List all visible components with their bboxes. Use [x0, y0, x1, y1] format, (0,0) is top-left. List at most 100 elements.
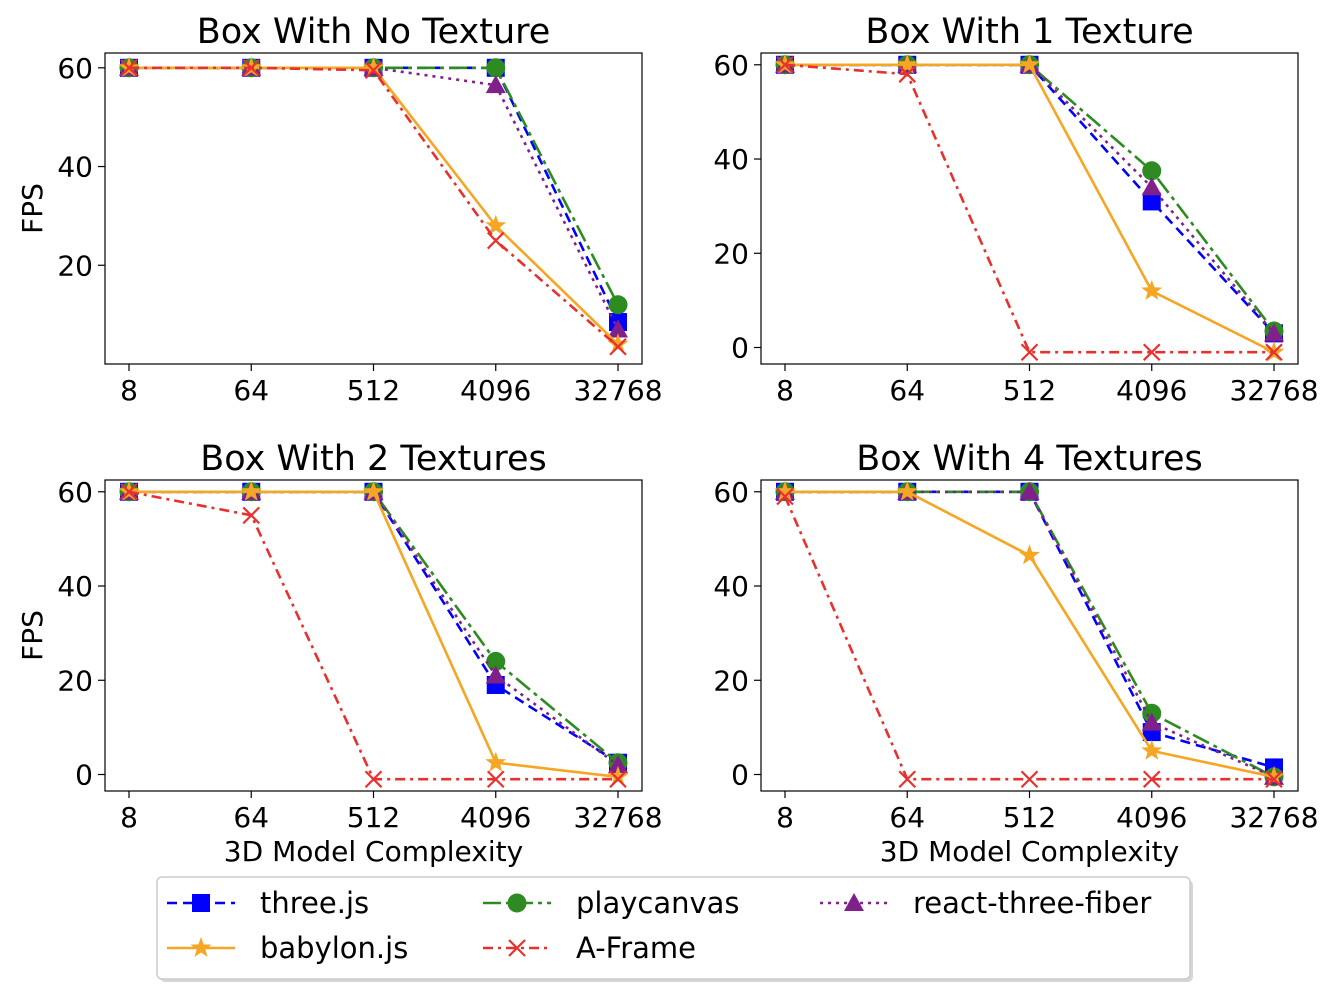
data-point	[242, 506, 261, 525]
legend: three.js playcanvas react-three-fiber babyl…	[156, 876, 1193, 982]
data-point	[896, 480, 918, 501]
x-tick-label: 8	[776, 374, 794, 407]
x-tick-label: 512	[1003, 801, 1056, 834]
series-line	[129, 66, 619, 348]
series-line	[785, 490, 1275, 779]
legend-entry: three.js	[167, 886, 369, 920]
y-axis-label: FPS	[16, 183, 49, 234]
chart-title: Box With 1 Texture	[865, 12, 1193, 52]
x-tick-label: 32768	[1229, 801, 1318, 834]
y-tick-label: 0	[731, 332, 749, 365]
series-babylon-js	[118, 56, 629, 354]
data-point	[1142, 343, 1161, 361]
data-point	[608, 319, 628, 338]
data-point	[240, 480, 262, 501]
legend-marker	[192, 894, 210, 912]
y-tick-label: 60	[57, 52, 93, 85]
y-tick-label: 0	[731, 759, 749, 792]
series-line	[129, 490, 619, 764]
data-point	[1141, 712, 1162, 731]
x-axis-label: 3D Model Complexity	[224, 835, 523, 868]
chart-panel-4: Box With 4 Textures 8 64 512 4096 32768 0 20 40 6…	[713, 439, 1318, 868]
data-point	[1141, 739, 1163, 760]
data-point	[1142, 192, 1161, 211]
plot-frame	[760, 479, 1299, 792]
data-point	[485, 751, 507, 772]
series-a-frame	[776, 487, 1283, 788]
series-a-frame	[776, 56, 1283, 361]
data-point	[485, 214, 507, 235]
legend-label: react-three-fiber	[913, 886, 1151, 920]
x-tick-label: 64	[233, 801, 269, 834]
chart-title: Box With No Texture	[197, 12, 551, 52]
data-point	[1265, 343, 1283, 361]
x-tick-label: 8	[120, 801, 138, 834]
data-point	[607, 765, 629, 786]
data-point	[485, 665, 506, 684]
data-point	[607, 333, 629, 354]
x-tick-label: 512	[1003, 374, 1056, 407]
data-point	[1142, 770, 1161, 788]
data-point	[1019, 544, 1040, 565]
data-point	[1141, 177, 1162, 196]
data-point	[1020, 770, 1039, 788]
plot-frame	[104, 52, 643, 365]
y-tick-label: 40	[713, 143, 749, 176]
y-tick-label: 40	[57, 570, 93, 603]
series-line	[783, 495, 1274, 781]
plot-frame	[104, 479, 643, 792]
data-point	[363, 56, 384, 77]
data-point	[1141, 280, 1163, 300]
data-point	[1264, 323, 1284, 342]
series-line	[129, 490, 619, 764]
plot-frame	[760, 52, 1299, 365]
series-babylon-js	[118, 480, 629, 786]
legend-entry: playcanvas	[483, 886, 740, 920]
x-tick-label: 4096	[1116, 801, 1187, 834]
legend-entry: react-three-fiber	[820, 886, 1151, 920]
data-point	[774, 480, 796, 501]
y-tick-label: 60	[57, 476, 93, 509]
data-point	[609, 337, 627, 356]
series-playcanvas	[119, 482, 628, 773]
x-tick-label: 4096	[1116, 374, 1187, 407]
chart-title: Box With 4 Textures	[856, 439, 1203, 479]
data-point	[898, 770, 917, 788]
series-react-three-fiber	[775, 54, 1284, 342]
legend-entry: babylon.js	[167, 931, 408, 965]
legend-marker	[844, 893, 864, 911]
y-tick-label: 20	[713, 664, 749, 697]
y-tick-label: 40	[713, 570, 749, 603]
x-tick-label: 64	[889, 801, 925, 834]
series-line	[129, 66, 620, 323]
x-tick-label: 32768	[1229, 374, 1318, 407]
legend-marker	[508, 939, 526, 957]
series-line	[129, 490, 619, 767]
data-point	[486, 770, 505, 788]
x-tick-label: 64	[233, 374, 269, 407]
series-line	[129, 66, 620, 306]
x-tick-label: 4096	[460, 374, 531, 407]
x-tick-label: 32768	[573, 801, 662, 834]
y-axis-label: FPS	[16, 610, 49, 661]
data-point	[364, 770, 383, 788]
y-tick-label: 20	[57, 249, 93, 282]
y-tick-label: 20	[713, 237, 749, 270]
legend-label: playcanvas	[576, 886, 740, 920]
series-playcanvas	[775, 482, 1284, 787]
data-point	[1020, 343, 1039, 361]
x-tick-label: 64	[889, 374, 925, 407]
x-tick-label: 8	[120, 374, 138, 407]
data-point	[363, 480, 384, 501]
series-react-three-fiber	[119, 57, 628, 338]
series-playcanvas	[119, 58, 628, 315]
series-line	[785, 63, 1276, 332]
series-a-frame	[120, 59, 627, 356]
series-line	[785, 490, 1275, 779]
data-point	[776, 56, 794, 74]
y-tick-label: 60	[713, 476, 749, 509]
data-point	[120, 483, 138, 501]
data-point	[364, 61, 383, 80]
x-tick-label: 512	[347, 374, 400, 407]
